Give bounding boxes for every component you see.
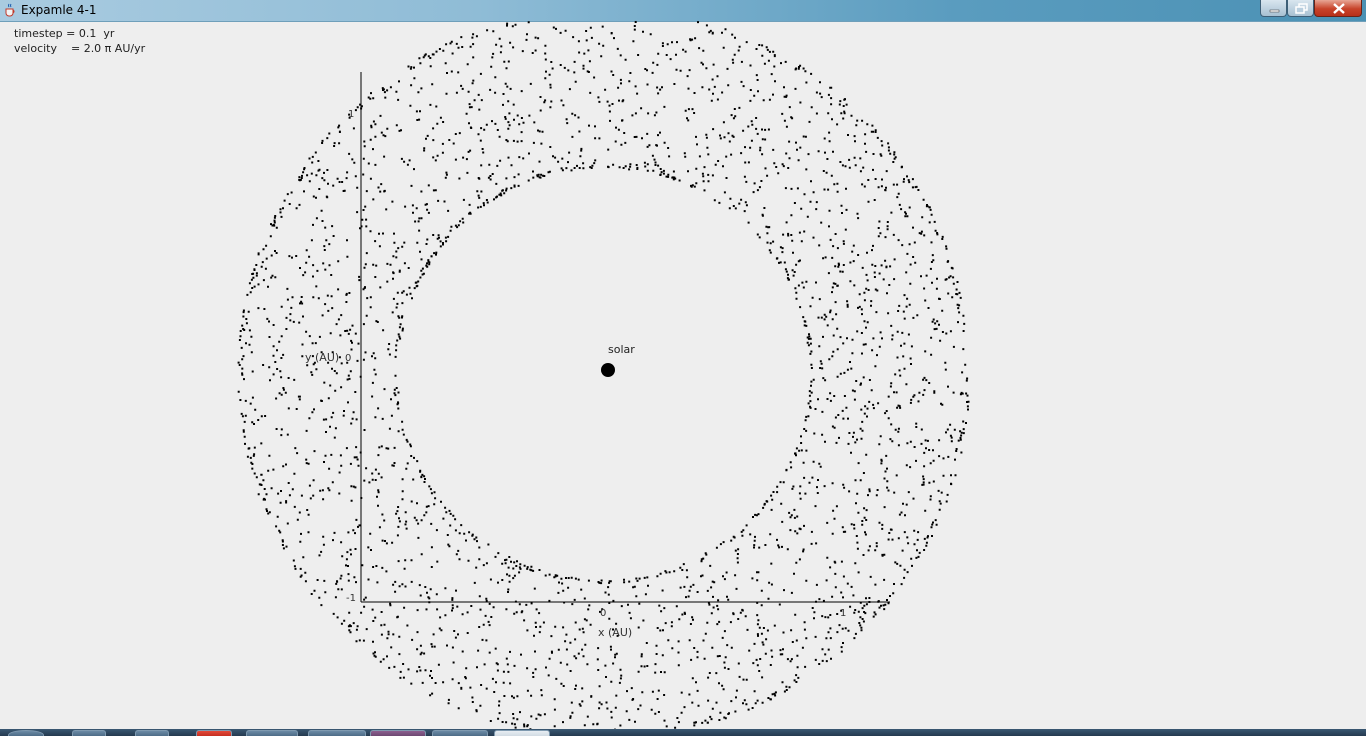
x-tick-1: 1 bbox=[840, 608, 846, 619]
window-title: Expamle 4-1 bbox=[21, 3, 97, 17]
y-tick-0: 0 bbox=[345, 353, 351, 364]
taskbar-item-explorer[interactable] bbox=[246, 730, 298, 736]
timestep-text: timestep = 0.1 yr bbox=[14, 27, 115, 40]
taskbar-item-window[interactable] bbox=[494, 730, 550, 736]
restore-button[interactable] bbox=[1287, 0, 1314, 17]
java-cup-icon[interactable] bbox=[3, 3, 17, 17]
y-axis-label: y (AU) bbox=[305, 351, 339, 364]
orbit-plot: 1 0 -1 0 1 y (AU) x (AU) solar bbox=[237, 21, 970, 729]
taskbar-item-editor[interactable] bbox=[308, 730, 366, 736]
taskbar-item-java[interactable] bbox=[432, 730, 488, 736]
simulation-info: timestep = 0.1 yr velocity = 2.0 π AU/yr bbox=[14, 26, 145, 56]
close-icon bbox=[1333, 3, 1345, 14]
taskbar-item-browser[interactable] bbox=[72, 730, 106, 736]
taskbar-item-ie[interactable] bbox=[135, 730, 169, 736]
restore-icon bbox=[1295, 3, 1308, 14]
velocity-text: velocity = 2.0 π AU/yr bbox=[14, 42, 146, 55]
minimize-icon bbox=[1269, 9, 1280, 13]
start-button[interactable] bbox=[8, 730, 44, 736]
sun-marker bbox=[601, 363, 615, 377]
y-tick-1: 1 bbox=[348, 109, 354, 120]
minimize-button[interactable] bbox=[1260, 0, 1287, 17]
y-tick-minus-1: -1 bbox=[346, 593, 356, 604]
taskbar-item-app[interactable] bbox=[196, 730, 232, 736]
title-bar[interactable]: Expamle 4-1 bbox=[0, 0, 1366, 22]
x-tick-0: 0 bbox=[600, 608, 606, 619]
x-axis-label: x (AU) bbox=[598, 626, 632, 639]
sun-label: solar bbox=[608, 343, 635, 356]
taskbar-item-ide[interactable] bbox=[370, 730, 426, 736]
close-button[interactable] bbox=[1314, 0, 1362, 17]
taskbar bbox=[0, 729, 1366, 736]
